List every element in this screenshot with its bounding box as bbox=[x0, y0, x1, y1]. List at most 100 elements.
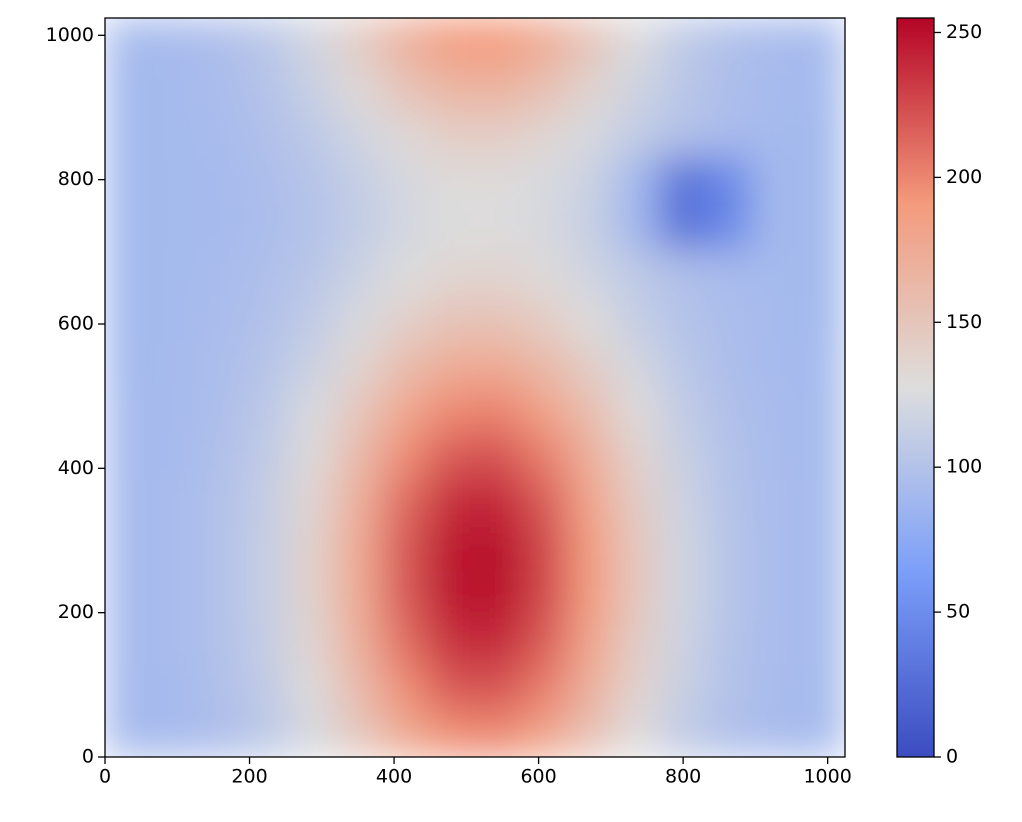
heat-cell bbox=[520, 525, 568, 573]
heat-cell bbox=[197, 109, 245, 158]
heat-cell bbox=[659, 156, 707, 204]
heat-cell bbox=[659, 479, 707, 527]
heat-cell bbox=[752, 387, 800, 435]
heat-cell bbox=[335, 156, 383, 204]
heat-cell bbox=[150, 571, 198, 619]
heat-cell bbox=[243, 294, 291, 342]
heat-cell bbox=[798, 664, 845, 712]
heat-cell bbox=[243, 63, 291, 111]
heat-cell bbox=[474, 156, 522, 204]
heat-cell bbox=[150, 387, 198, 435]
x-tick-label: 200 bbox=[231, 766, 267, 788]
heat-cell bbox=[752, 109, 800, 158]
heat-cell bbox=[150, 479, 198, 527]
heat-cell bbox=[567, 340, 615, 388]
heat-cell bbox=[798, 156, 845, 204]
heat-cell bbox=[520, 63, 568, 111]
heat-cell bbox=[752, 479, 800, 527]
heat-cell bbox=[382, 525, 430, 573]
heat-cell bbox=[335, 664, 383, 712]
heat-cell bbox=[752, 664, 800, 712]
x-tick-label: 1000 bbox=[803, 766, 851, 788]
heat-cell bbox=[567, 63, 615, 111]
heat-cell bbox=[150, 156, 198, 204]
heat-cell bbox=[150, 710, 198, 757]
heat-cell bbox=[705, 18, 753, 65]
heat-cell bbox=[567, 433, 615, 481]
heat-cell bbox=[659, 294, 707, 342]
heat-cell bbox=[798, 525, 845, 573]
heat-cell bbox=[567, 387, 615, 435]
heat-cell bbox=[705, 109, 753, 158]
heat-cell bbox=[289, 18, 337, 65]
heat-cell bbox=[243, 479, 291, 527]
heat-cell bbox=[382, 248, 430, 296]
heat-cell bbox=[705, 202, 753, 250]
heat-cell bbox=[705, 156, 753, 204]
heat-cell bbox=[798, 109, 845, 158]
heat-cell bbox=[105, 340, 152, 388]
heat-cell bbox=[474, 387, 522, 435]
heat-cell bbox=[289, 664, 337, 712]
heat-cell bbox=[659, 109, 707, 158]
heat-cell bbox=[105, 202, 152, 250]
heat-cell bbox=[428, 63, 476, 111]
heat-cell bbox=[705, 433, 753, 481]
heat-cell bbox=[567, 248, 615, 296]
heat-cell bbox=[705, 387, 753, 435]
heat-cell bbox=[335, 433, 383, 481]
heat-cell bbox=[105, 710, 152, 757]
heat-cell bbox=[289, 202, 337, 250]
heat-cell bbox=[705, 664, 753, 712]
x-tick-label: 600 bbox=[520, 766, 556, 788]
heat-cell bbox=[150, 525, 198, 573]
heat-cell bbox=[289, 571, 337, 619]
heat-cell bbox=[520, 248, 568, 296]
heat-cell bbox=[150, 664, 198, 712]
heat-cell bbox=[752, 18, 800, 65]
heat-cell bbox=[243, 202, 291, 250]
heat-cell bbox=[150, 63, 198, 111]
heat-cell bbox=[105, 156, 152, 204]
heat-cell bbox=[567, 294, 615, 342]
heatmap bbox=[105, 18, 845, 757]
heat-cell bbox=[105, 433, 152, 481]
heat-cell bbox=[243, 18, 291, 65]
heat-cell bbox=[567, 571, 615, 619]
heat-cell bbox=[428, 433, 476, 481]
heat-cell bbox=[798, 710, 845, 757]
heat-cell bbox=[752, 617, 800, 666]
heat-cell bbox=[335, 525, 383, 573]
heat-cell bbox=[752, 248, 800, 296]
heat-cell bbox=[798, 18, 845, 65]
x-tick-label: 400 bbox=[376, 766, 412, 788]
heat-cell bbox=[520, 340, 568, 388]
heat-cell bbox=[474, 340, 522, 388]
heat-cell bbox=[798, 294, 845, 342]
y-tick-label: 600 bbox=[58, 312, 94, 334]
heat-cell bbox=[474, 479, 522, 527]
heat-cell bbox=[428, 109, 476, 158]
heat-cell bbox=[197, 433, 245, 481]
heat-cell bbox=[752, 571, 800, 619]
heat-cell bbox=[798, 433, 845, 481]
heat-cell bbox=[197, 18, 245, 65]
heat-cell bbox=[289, 248, 337, 296]
heat-cell bbox=[520, 387, 568, 435]
heat-cell bbox=[428, 387, 476, 435]
heat-cell bbox=[705, 617, 753, 666]
heat-cell bbox=[382, 109, 430, 158]
heat-cell bbox=[105, 571, 152, 619]
heat-cell bbox=[243, 156, 291, 204]
heat-cell bbox=[382, 571, 430, 619]
y-tick-label: 400 bbox=[58, 457, 94, 479]
heat-cell bbox=[659, 202, 707, 250]
heat-cell bbox=[567, 18, 615, 65]
heat-cell bbox=[613, 109, 661, 158]
heat-cell bbox=[382, 433, 430, 481]
y-tick-label: 1000 bbox=[46, 24, 94, 46]
heat-cell bbox=[474, 710, 522, 757]
colorbar-tick-label: 0 bbox=[946, 746, 958, 768]
x-tick-label: 0 bbox=[99, 766, 111, 788]
heat-cell bbox=[243, 710, 291, 757]
